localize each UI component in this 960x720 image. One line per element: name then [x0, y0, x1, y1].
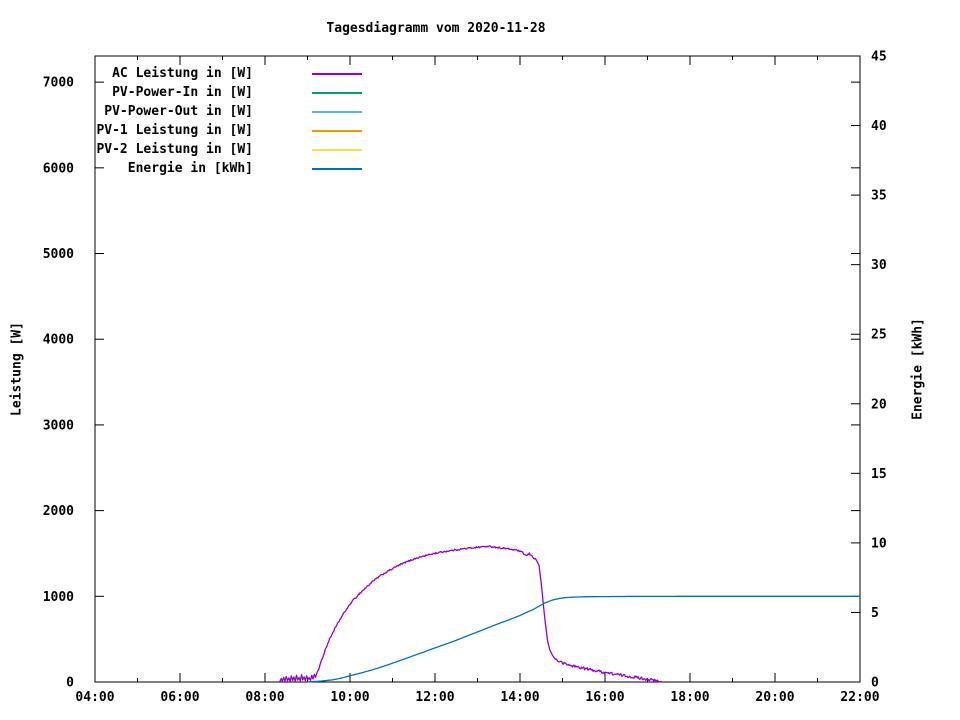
legend-label: PV-2 Leistung in [W] — [96, 142, 253, 157]
legend-row: PV-2 Leistung in [W] — [33, 140, 362, 159]
y2-tick-label: 25 — [871, 328, 887, 343]
x-tick-label: 14:00 — [500, 690, 539, 705]
y-tick-label: 1000 — [43, 590, 74, 605]
y-tick-label: 4000 — [43, 333, 74, 348]
legend-row: Energie in [kWh] — [33, 159, 362, 178]
y2-tick-label: 30 — [871, 258, 887, 273]
x-tick-label: 10:00 — [330, 690, 369, 705]
y-tick-label: 5000 — [43, 247, 74, 262]
y-axis-label: Leistung [W] — [9, 322, 25, 416]
y-tick-label: 6000 — [43, 161, 74, 176]
x-tick-label: 20:00 — [755, 690, 794, 705]
y2-tick-label: 10 — [871, 536, 887, 551]
legend-label: PV-Power-In in [W] — [112, 85, 253, 100]
y-tick-label: 2000 — [43, 504, 74, 519]
x-tick-label: 22:00 — [840, 690, 879, 705]
legend-line-sample — [312, 148, 362, 151]
legend-line-sample — [312, 129, 362, 132]
y-tick-label: 7000 — [43, 76, 74, 91]
legend-line-sample — [312, 110, 362, 113]
y2-tick-label: 5 — [871, 606, 879, 621]
y2-axis-label: Energie [kWh] — [910, 318, 926, 420]
y2-tick-label: 20 — [871, 397, 887, 412]
legend-label: PV-1 Leistung in [W] — [96, 123, 253, 138]
legend-label: Energie in [kWh] — [127, 161, 253, 176]
y-tick-label: 3000 — [43, 418, 74, 433]
legend-row: PV-Power-Out in [W] — [33, 102, 362, 121]
legend-line-sample — [312, 167, 362, 170]
series-line — [307, 595, 860, 683]
series-line — [279, 545, 663, 683]
x-tick-label: 12:00 — [415, 690, 454, 705]
legend-label: AC Leistung in [W] — [112, 66, 253, 81]
legend-label: PV-Power-Out in [W] — [104, 104, 253, 119]
chart-title: Tagesdiagramm vom 2020-11-28 — [326, 21, 546, 36]
y-tick-label: 0 — [66, 676, 74, 691]
legend-row: PV-1 Leistung in [W] — [33, 121, 362, 140]
y2-tick-label: 35 — [871, 189, 887, 204]
legend-line-sample — [312, 91, 362, 94]
legend-line-sample — [312, 72, 362, 75]
y2-tick-label: 40 — [871, 119, 887, 134]
x-tick-label: 04:00 — [75, 690, 114, 705]
y2-tick-label: 45 — [871, 50, 887, 65]
x-tick-label: 18:00 — [670, 690, 709, 705]
x-tick-label: 16:00 — [585, 690, 624, 705]
legend-row: PV-Power-In in [W] — [33, 83, 362, 102]
y2-tick-label: 15 — [871, 467, 887, 482]
chart-legend: AC Leistung in [W] PV-Power-In in [W] PV-P… — [33, 64, 362, 178]
x-tick-label: 08:00 — [245, 690, 284, 705]
y2-tick-label: 0 — [871, 676, 879, 691]
legend-row: AC Leistung in [W] — [33, 64, 362, 83]
x-tick-label: 06:00 — [160, 690, 199, 705]
